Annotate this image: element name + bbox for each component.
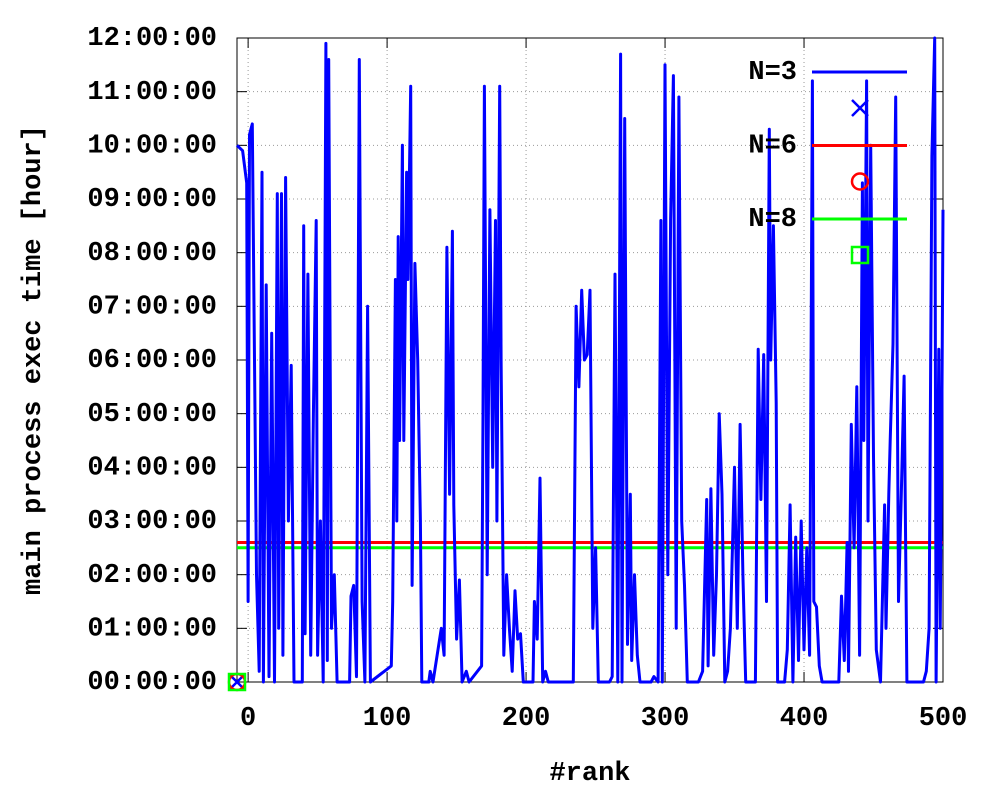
- y-tick-label: 09:00:00: [87, 185, 217, 215]
- y-tick-label: 01:00:00: [87, 614, 217, 644]
- legend-label: N=3: [748, 58, 797, 88]
- legend-label: N=8: [748, 205, 797, 235]
- series-line: [235, 36, 945, 684]
- y-tick-label: 08:00:00: [87, 239, 217, 269]
- y-tick-label: 04:00:00: [87, 453, 217, 483]
- y-tick-label: 07:00:00: [87, 292, 217, 322]
- marker: [227, 672, 247, 692]
- x-tick-label: 100: [363, 704, 412, 734]
- x-tick-label: 0: [240, 704, 256, 734]
- legend-marker: [850, 172, 870, 191]
- y-tick-label: 06:00:00: [87, 346, 217, 376]
- y-axis-label: main process exec time [hour]: [19, 125, 49, 595]
- legend-marker: [851, 99, 869, 117]
- x-tick-label: 300: [641, 704, 690, 734]
- x-tick-label: 200: [502, 704, 551, 734]
- y-tick-label: 12:00:00: [87, 24, 217, 54]
- x-axis-label: #rank: [549, 759, 630, 789]
- y-tick-label: 00:00:00: [87, 668, 217, 698]
- y-tick-label: 11:00:00: [87, 78, 217, 108]
- y-tick-label: 10:00:00: [87, 131, 217, 161]
- x-tick-label: 400: [780, 704, 829, 734]
- legend-label: N=6: [748, 132, 797, 162]
- y-tick-label: 02:00:00: [87, 561, 217, 591]
- x-tick-label: 500: [919, 704, 968, 734]
- y-tick-label: 03:00:00: [87, 507, 217, 537]
- y-tick-label: 05:00:00: [87, 400, 217, 430]
- legend-marker: [850, 245, 870, 265]
